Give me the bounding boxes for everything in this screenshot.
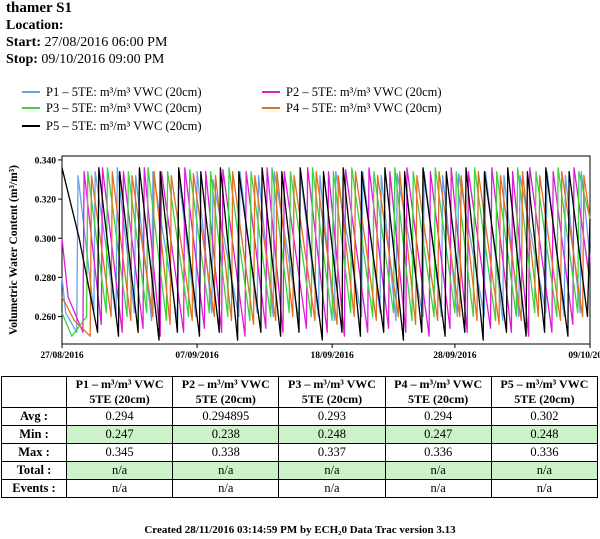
table-cell: 0.294 — [65, 407, 174, 426]
table-cell: n/a — [490, 479, 599, 498]
table-cell: n/a — [278, 479, 386, 498]
table-cell: 0.294895 — [172, 407, 280, 426]
start-value: 27/08/2016 06:00 PM — [44, 35, 168, 50]
report-header: thamer S1 Location: Start: 27/08/2016 06… — [6, 0, 167, 68]
table-row-max: Max : 0.345 0.338 0.337 0.336 0.336 — [1, 443, 599, 462]
x-tick-label: 07/09/2016 — [175, 351, 219, 361]
table-header-row: P1 – m³/m³ VWC 5TE (20cm) P2 – m³/m³ VWC 5… — [1, 376, 599, 408]
row-label: Max : — [1, 443, 67, 462]
row-label: Min : — [1, 425, 67, 444]
table-cell: 0.302 — [490, 407, 599, 426]
table-cell: n/a — [172, 479, 280, 498]
table-cell: n/a — [172, 461, 280, 480]
table-cell: n/a — [384, 461, 492, 480]
table-row-avg: Avg : 0.294 0.294895 0.293 0.294 0.302 — [1, 407, 599, 426]
table-row-total: Total : n/a n/a n/a n/a n/a — [1, 461, 599, 480]
series-line-p5 — [61, 167, 591, 341]
column-header-p3: P3 – m³/m³ VWC 5TE (20cm) — [278, 376, 386, 408]
x-tick-label: 18/09/2016 — [310, 351, 354, 361]
y-tick-label: 0.320 — [35, 196, 57, 206]
column-header-p5: P5 – m³/m³ VWC 5TE (20cm) — [490, 376, 599, 408]
series-line-p1 — [61, 167, 591, 333]
table-cell: 0.248 — [278, 425, 386, 444]
chart-legend: P1 – 5TE: m³/m³ VWC (20cm) P2 – 5TE: m³/m… — [22, 85, 442, 133]
y-axis-label: Volumetric Water Content (m³/m³) — [8, 165, 20, 335]
row-label: Avg : — [1, 407, 67, 426]
x-tick-label: 27/08/2016 — [40, 351, 84, 361]
table-cell: n/a — [278, 461, 386, 480]
series-line-p2 — [61, 167, 591, 337]
table-corner — [1, 376, 67, 408]
table-row-events: Events : n/a n/a n/a n/a n/a — [1, 479, 599, 498]
location-line: Location: — [6, 17, 167, 34]
legend-label-p5: P5 – 5TE: m³/m³ VWC (20cm) — [46, 119, 202, 133]
y-tick-label: 0.280 — [35, 274, 57, 284]
table-cell: 0.345 — [65, 443, 174, 462]
table-cell: 0.336 — [490, 443, 599, 462]
statistics-table: P1 – m³/m³ VWC 5TE (20cm) P2 – m³/m³ VWC 5… — [1, 376, 599, 498]
stop-line: Stop: 09/10/2016 09:00 PM — [6, 51, 167, 68]
table-cell: n/a — [490, 461, 599, 480]
column-header-p4: P4 – m³/m³ VWC 5TE (20cm) — [384, 376, 492, 408]
start-label: Start: — [6, 35, 41, 50]
table-cell: 0.247 — [65, 425, 174, 444]
table-cell: 0.248 — [490, 425, 599, 444]
table-cell: 0.293 — [278, 407, 386, 426]
table-cell: 0.238 — [172, 425, 280, 444]
x-tick-label: 09/10/2016 — [568, 351, 600, 361]
start-line: Start: 27/08/2016 06:00 PM — [6, 34, 167, 51]
report-title: thamer S1 — [6, 0, 72, 16]
row-label: Events : — [1, 479, 67, 498]
table-cell: n/a — [384, 479, 492, 498]
stop-value: 09/10/2016 09:00 PM — [41, 52, 165, 67]
table-cell: n/a — [65, 479, 174, 498]
legend-label-p2: P2 – 5TE: m³/m³ VWC (20cm) — [286, 85, 442, 99]
x-tick-label: 28/09/2016 — [433, 351, 477, 361]
table-cell: 0.336 — [384, 443, 492, 462]
series-line-p3 — [61, 167, 591, 337]
vwc-line-chart: 0.340 0.320 0.300 0.280 0.260 27/08/2016 07/09… — [8, 155, 600, 361]
column-header-p1: P1 – m³/m³ VWC 5TE (20cm) — [65, 376, 174, 408]
column-header-p2: P2 – m³/m³ VWC 5TE (20cm) — [172, 376, 280, 408]
table-cell: 0.294 — [384, 407, 492, 426]
y-tick-label: 0.260 — [35, 313, 57, 323]
legend-label-p1: P1 – 5TE: m³/m³ VWC (20cm) — [46, 85, 202, 99]
legend-label-p3: P3 – 5TE: m³/m³ VWC (20cm) — [46, 101, 202, 115]
table-cell: n/a — [65, 461, 174, 480]
location-label: Location: — [6, 18, 64, 33]
footer-created-note: Created 28/11/2016 03:14:59 PM by ECH₂0 … — [144, 524, 456, 536]
table-cell: 0.338 — [172, 443, 280, 462]
legend-label-p4: P4 – 5TE: m³/m³ VWC (20cm) — [286, 101, 442, 115]
row-label: Total : — [1, 461, 67, 480]
table-cell: 0.337 — [278, 443, 386, 462]
y-tick-label: 0.340 — [35, 156, 57, 166]
stop-label: Stop: — [6, 52, 38, 67]
table-row-min: Min : 0.247 0.238 0.248 0.247 0.248 — [1, 425, 599, 444]
table-cell: 0.247 — [384, 425, 492, 444]
y-tick-label: 0.300 — [35, 235, 57, 245]
